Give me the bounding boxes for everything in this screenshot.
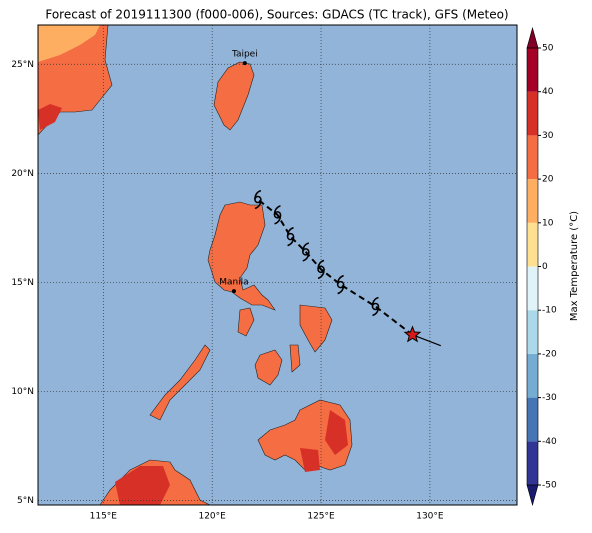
colorbar-bin xyxy=(527,353,538,398)
cyclone-arm xyxy=(336,274,345,295)
cyclone-symbol xyxy=(317,259,325,280)
x-tick-label: 125°E xyxy=(307,512,335,522)
colorbar-bin xyxy=(527,135,538,180)
mindoro xyxy=(237,307,255,337)
city-label: Manila xyxy=(219,278,249,288)
colorbar-tick-label: 10 xyxy=(542,218,554,228)
colorbar-tick-label: 40 xyxy=(542,87,554,97)
y-tick-label: 20°N xyxy=(11,169,34,179)
grid xyxy=(38,25,517,505)
panay xyxy=(254,349,283,386)
cyclone-symbol xyxy=(371,296,380,317)
colorbar-tick-label: -30 xyxy=(542,393,557,403)
hot-area xyxy=(115,466,170,505)
y-tick-label: 25°N xyxy=(11,60,34,70)
cyclone-arm xyxy=(371,296,380,317)
colorbar-tick-label: -40 xyxy=(542,437,557,447)
x-tick-label: 120°E xyxy=(198,512,226,522)
forecast-track xyxy=(257,198,414,336)
hot-area xyxy=(38,104,62,130)
palawan xyxy=(149,344,211,421)
colorbar-tick-label: 30 xyxy=(542,131,554,141)
ocean xyxy=(38,25,517,505)
warm-area xyxy=(38,25,100,62)
colorbar-bin xyxy=(527,222,538,267)
taiwan xyxy=(213,61,255,131)
samar xyxy=(299,304,333,353)
colorbar-tick-label: -20 xyxy=(542,349,557,359)
y-tick-label: 15°N xyxy=(11,278,34,288)
cyclone-arm xyxy=(254,189,262,210)
colorbar-tick-label: 20 xyxy=(542,175,554,185)
x-tick-label: 115°E xyxy=(90,512,118,522)
colorbar-label: Max Temperature (°C) xyxy=(569,211,580,321)
colorbar-bin xyxy=(527,48,538,92)
colorbar-bin xyxy=(527,397,538,442)
cyclone-symbol xyxy=(273,205,282,225)
colorbar-bin xyxy=(527,310,538,354)
map-frame xyxy=(37,24,518,506)
colorbar-over xyxy=(526,26,539,49)
current-position xyxy=(403,325,422,343)
city-dot xyxy=(231,289,236,294)
colorbar-tick-label: -50 xyxy=(542,481,557,491)
cyclone-arm xyxy=(273,205,282,225)
cyclone-arm xyxy=(302,242,310,262)
cebu xyxy=(289,344,301,373)
cyclone-symbol xyxy=(336,274,345,295)
hot-area xyxy=(325,410,348,455)
cyclone-arm xyxy=(317,259,325,280)
mindanao xyxy=(257,399,353,471)
map-title: Forecast of 2019111300 (f000-006), Sourc… xyxy=(45,8,508,22)
colorbar-tick-label: -10 xyxy=(542,306,557,316)
colorbar-bin xyxy=(527,91,538,136)
past-track xyxy=(412,334,442,347)
cyclone-symbol xyxy=(286,226,295,247)
y-tick-label: 5°N xyxy=(17,496,34,506)
colorbar-under xyxy=(526,484,539,507)
hot-area xyxy=(300,448,320,472)
colorbar-bin xyxy=(527,441,538,485)
colorbar-tick-label: 50 xyxy=(542,44,554,54)
x-tick-label: 130°E xyxy=(416,512,444,522)
colorbar-bin xyxy=(527,266,538,311)
luzon xyxy=(207,201,276,311)
city-label: Taipei xyxy=(231,50,258,60)
colorbar-tick-label: 0 xyxy=(542,262,548,272)
city-dot xyxy=(242,61,247,66)
colorbar-bin xyxy=(527,179,538,223)
y-tick-label: 10°N xyxy=(11,387,34,397)
land xyxy=(37,24,353,506)
cyclone-arm xyxy=(286,226,295,247)
cyclone-symbol xyxy=(254,189,262,210)
cyclone-symbol xyxy=(302,242,310,262)
